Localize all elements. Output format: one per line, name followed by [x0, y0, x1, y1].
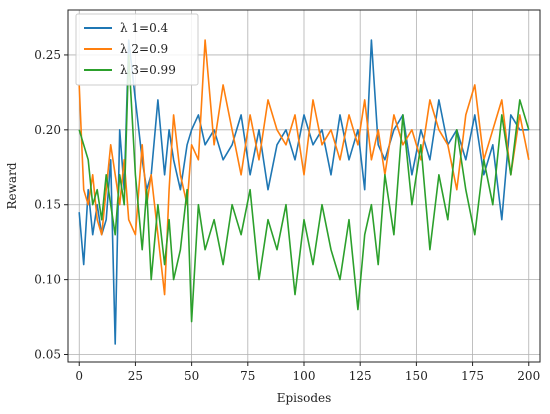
legend-box	[75, 13, 199, 86]
x-tick-label: 200	[517, 369, 540, 383]
ticks: 0 25 50 75 100 125 150 175 200 0.05 0.10 0.15 0.20 0.…	[34, 48, 540, 383]
x-tick-label: 75	[240, 369, 255, 383]
x-tick-label: 25	[128, 369, 143, 383]
y-tick-label: 0.15	[34, 198, 61, 212]
x-tick-label: 50	[184, 369, 199, 383]
y-tick-label: 0.20	[34, 123, 61, 137]
y-tick-label: 0.05	[34, 348, 61, 362]
series-line-3	[78, 54, 530, 323]
series-lines	[78, 39, 530, 345]
legend-label-3: λ 3=0.99	[120, 63, 176, 77]
legend: λ 1=0.4 λ 2=0.9 λ 3=0.99	[75, 13, 199, 86]
y-tick-label: 0.25	[34, 48, 61, 62]
x-axis-label: Episodes	[277, 391, 332, 405]
x-tick-label: 100	[293, 369, 316, 383]
x-tick-label: 0	[75, 369, 83, 383]
legend-label-1: λ 1=0.4	[120, 21, 169, 35]
x-tick-label: 175	[461, 369, 484, 383]
legend-label-2: λ 2=0.9	[120, 42, 168, 56]
x-tick-label: 125	[349, 369, 372, 383]
y-axis-label: Reward	[5, 162, 19, 209]
x-tick-label: 150	[405, 369, 428, 383]
y-tick-label: 0.10	[34, 273, 61, 287]
